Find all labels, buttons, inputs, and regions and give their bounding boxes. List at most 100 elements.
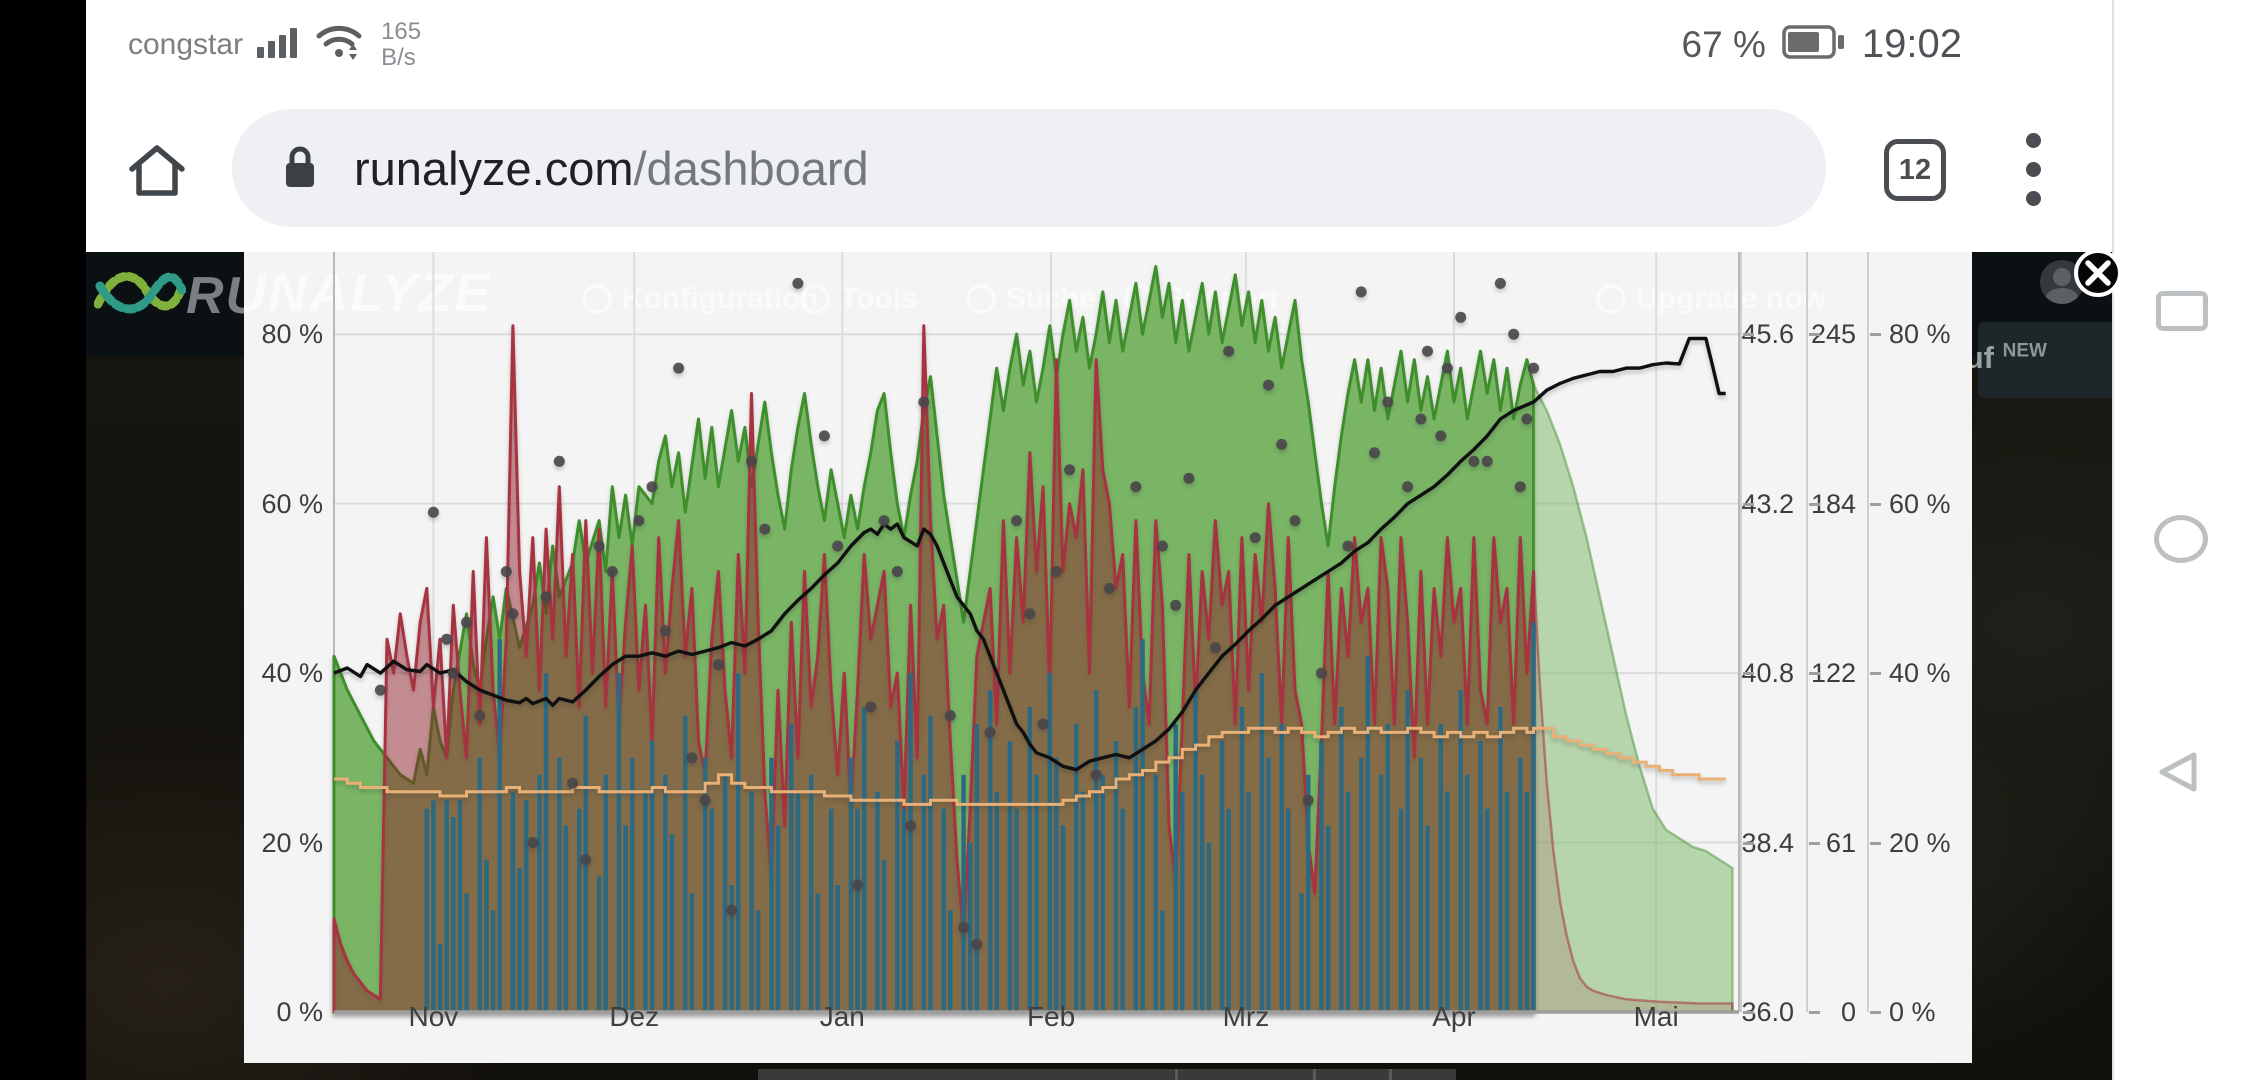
trimp-bar bbox=[1478, 740, 1483, 1012]
activity-dot bbox=[1011, 515, 1023, 527]
activity-dot bbox=[447, 667, 459, 679]
browser-menu-button[interactable] bbox=[2026, 133, 2042, 207]
axis-tick bbox=[1743, 672, 1754, 676]
trimp-bar bbox=[1074, 724, 1079, 1012]
trimp-bar bbox=[968, 842, 973, 1012]
url-bar[interactable]: runalyze.com/dashboard bbox=[232, 109, 1826, 227]
trimp-bar bbox=[1345, 791, 1351, 1012]
tab-count-label: 12 bbox=[1898, 153, 1932, 186]
activity-dot bbox=[1249, 532, 1261, 544]
home-icon bbox=[129, 145, 185, 196]
trimp-bar bbox=[828, 808, 834, 1012]
trimp-bar bbox=[901, 808, 907, 1012]
activity-dot bbox=[500, 566, 512, 577]
trimp-bar bbox=[1120, 808, 1125, 1012]
activity-dot bbox=[905, 820, 917, 832]
trimp-bar bbox=[755, 910, 761, 1012]
back-icon bbox=[2159, 752, 2197, 792]
trimp-bar bbox=[861, 707, 867, 1012]
trimp-bar bbox=[795, 791, 801, 1012]
trimp-bar bbox=[649, 740, 655, 1012]
trimp-bar bbox=[451, 817, 456, 1012]
y-right-percent-tick-label: 20 % bbox=[1889, 827, 1951, 858]
trimp-bar bbox=[789, 724, 794, 1012]
activity-dot bbox=[865, 701, 877, 713]
trimp-bar bbox=[987, 690, 993, 1012]
activity-dot bbox=[553, 455, 565, 467]
activity-dot bbox=[971, 938, 983, 950]
trimp-bar bbox=[881, 859, 887, 1012]
x-axis-month-label: Dez bbox=[609, 1001, 660, 1032]
trimp-bar bbox=[1054, 757, 1059, 1012]
trimp-bar bbox=[1319, 740, 1324, 1012]
activity-dot bbox=[1024, 608, 1036, 620]
activity-dot bbox=[1494, 277, 1506, 289]
battery-percent-label: 67 % bbox=[1681, 23, 1766, 65]
trimp-bar bbox=[424, 808, 429, 1012]
trimp-bar bbox=[1378, 774, 1384, 1012]
trimp-bar bbox=[497, 639, 502, 1012]
trimp-bar bbox=[1160, 910, 1165, 1012]
trimp-bar bbox=[1458, 690, 1463, 1012]
axis-tick bbox=[1809, 1011, 1820, 1014]
axis-tick bbox=[1870, 333, 1881, 337]
trimp-bar bbox=[749, 791, 754, 1012]
home-button[interactable] bbox=[124, 137, 190, 203]
trimp-bar bbox=[1359, 757, 1364, 1012]
activity-dot bbox=[606, 566, 618, 577]
trimp-bar bbox=[994, 791, 999, 1012]
trimp-bar bbox=[1047, 673, 1052, 1012]
trimp-bar bbox=[484, 859, 489, 1012]
back-button[interactable] bbox=[2154, 749, 2202, 800]
trimp-bar bbox=[437, 944, 443, 1012]
activity-dot bbox=[686, 752, 698, 764]
promo-card[interactable]: sterlauf NEW bbox=[1882, 322, 2112, 398]
network-speed: 165 B/s bbox=[381, 17, 422, 71]
trimp-bar bbox=[895, 740, 900, 1012]
activity-dot bbox=[1455, 311, 1467, 323]
activity-dot bbox=[1382, 396, 1394, 408]
activity-dot bbox=[1223, 345, 1235, 357]
fatigue-area-forecast bbox=[1532, 571, 1734, 1014]
activity-dot bbox=[474, 710, 486, 721]
browser-toolbar: runalyze.com/dashboard 12 bbox=[86, 89, 2112, 252]
y-left-tick-label: 60 % bbox=[261, 488, 323, 519]
trimp-bar bbox=[736, 673, 741, 1012]
activity-dot bbox=[958, 921, 970, 933]
trimp-bar bbox=[1219, 740, 1225, 1012]
trimp-bar bbox=[961, 774, 966, 1012]
x-axis-month-label: Mai bbox=[1633, 1001, 1679, 1032]
activity-dot bbox=[1415, 413, 1427, 425]
trimp-bar bbox=[1113, 740, 1119, 1012]
activity-dot bbox=[593, 540, 605, 552]
form-chart[interactable] bbox=[244, 252, 1972, 1063]
activity-dot bbox=[1103, 582, 1115, 594]
trimp-bar bbox=[941, 808, 946, 1012]
activity-dot bbox=[1521, 413, 1533, 425]
axis-tick bbox=[1809, 502, 1820, 506]
trimp-bar bbox=[1259, 673, 1265, 1012]
activity-dot bbox=[891, 566, 903, 577]
trimp-bar bbox=[1266, 757, 1271, 1012]
x-axis-month-label: Feb bbox=[1026, 1001, 1076, 1032]
activity-dot bbox=[1209, 642, 1221, 654]
activity-dot bbox=[461, 616, 472, 628]
activity-dot bbox=[1263, 379, 1274, 391]
close-button[interactable] bbox=[2074, 249, 2122, 297]
trimp-bar bbox=[1246, 791, 1251, 1012]
activity-dot bbox=[878, 515, 890, 527]
trimp-bar bbox=[815, 893, 820, 1012]
tab-switcher-button[interactable]: 12 bbox=[1884, 139, 1946, 201]
trimp-bar bbox=[1531, 622, 1536, 1012]
trimp-bar bbox=[510, 791, 516, 1012]
trimp-bar bbox=[543, 673, 549, 1012]
home-nav-button[interactable] bbox=[2154, 515, 2208, 563]
trimp-bar bbox=[928, 715, 933, 1012]
activity-dot bbox=[1528, 362, 1540, 374]
trimp-bar bbox=[1306, 774, 1311, 1012]
form-chart-panel: RUNALYZE KonfigurationToolsSucheSupportU… bbox=[244, 252, 1972, 1063]
recents-button[interactable] bbox=[2156, 291, 2208, 331]
trimp-bar bbox=[464, 893, 469, 1012]
activity-dot bbox=[527, 837, 539, 849]
trimp-bar bbox=[431, 800, 436, 1012]
